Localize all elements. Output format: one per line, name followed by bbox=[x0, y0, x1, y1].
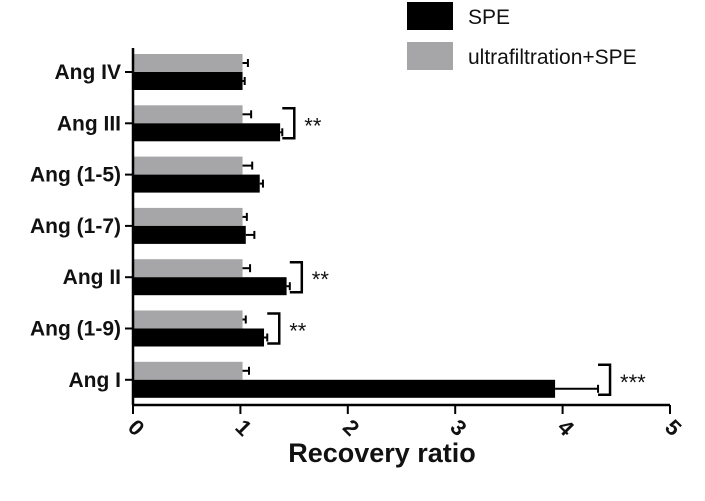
category-label-0: Ang IV bbox=[55, 61, 122, 84]
bar-ultrafiltration-6 bbox=[133, 361, 243, 380]
bar-spe-2 bbox=[133, 174, 260, 193]
category-label-4: Ang II bbox=[63, 266, 121, 289]
legend-label-0: SPE bbox=[468, 6, 510, 29]
bar-spe-4 bbox=[133, 277, 287, 296]
bar-spe-5 bbox=[133, 328, 265, 347]
bar-ultrafiltration-4 bbox=[133, 259, 243, 278]
x-axis-title: Recovery ratio bbox=[288, 438, 476, 468]
bar-spe-3 bbox=[133, 225, 246, 244]
x-tick-label-0: 0 bbox=[123, 415, 149, 441]
significance-bracket-1 bbox=[289, 260, 304, 294]
bar-ultrafiltration-0 bbox=[133, 54, 243, 72]
x-tick-label-2: 2 bbox=[338, 415, 364, 441]
significance-label-1: ** bbox=[312, 267, 330, 292]
significance-label-0: ** bbox=[304, 113, 322, 138]
category-label-5: Ang (1-9) bbox=[30, 318, 121, 341]
significance-bracket-3 bbox=[598, 363, 612, 397]
legend-swatch-0 bbox=[407, 2, 453, 30]
x-tick-label-3: 3 bbox=[445, 415, 471, 441]
x-tick-label-5: 5 bbox=[660, 415, 686, 441]
category-label-2: Ang (1-5) bbox=[30, 164, 121, 187]
x-tick-label-4: 4 bbox=[553, 415, 580, 442]
significance-bracket-0 bbox=[282, 107, 296, 140]
significance-markers: ********* bbox=[267, 107, 646, 397]
bar-spe-1 bbox=[133, 123, 281, 142]
bar-ultrafiltration-5 bbox=[133, 310, 243, 329]
legend-swatch-1 bbox=[407, 42, 453, 70]
bar-ultrafiltration-1 bbox=[133, 105, 243, 124]
significance-label-2: ** bbox=[289, 319, 307, 344]
category-label-6: Ang I bbox=[69, 369, 122, 392]
significance-label-3: *** bbox=[620, 370, 646, 395]
legend-label-1: ultrafiltration+SPE bbox=[468, 46, 637, 69]
x-tick-label-1: 1 bbox=[231, 415, 257, 441]
legend: SPE ultrafiltration+SPE bbox=[407, 2, 637, 70]
significance-bracket-2 bbox=[267, 312, 281, 345]
category-label-1: Ang III bbox=[57, 112, 121, 135]
bar-spe-6 bbox=[133, 379, 556, 398]
bar-ultrafiltration-2 bbox=[133, 156, 243, 175]
bar-spe-0 bbox=[133, 72, 243, 90]
bar-ultrafiltration-3 bbox=[133, 207, 243, 226]
bars bbox=[133, 54, 600, 398]
category-label-3: Ang (1-7) bbox=[30, 215, 121, 238]
